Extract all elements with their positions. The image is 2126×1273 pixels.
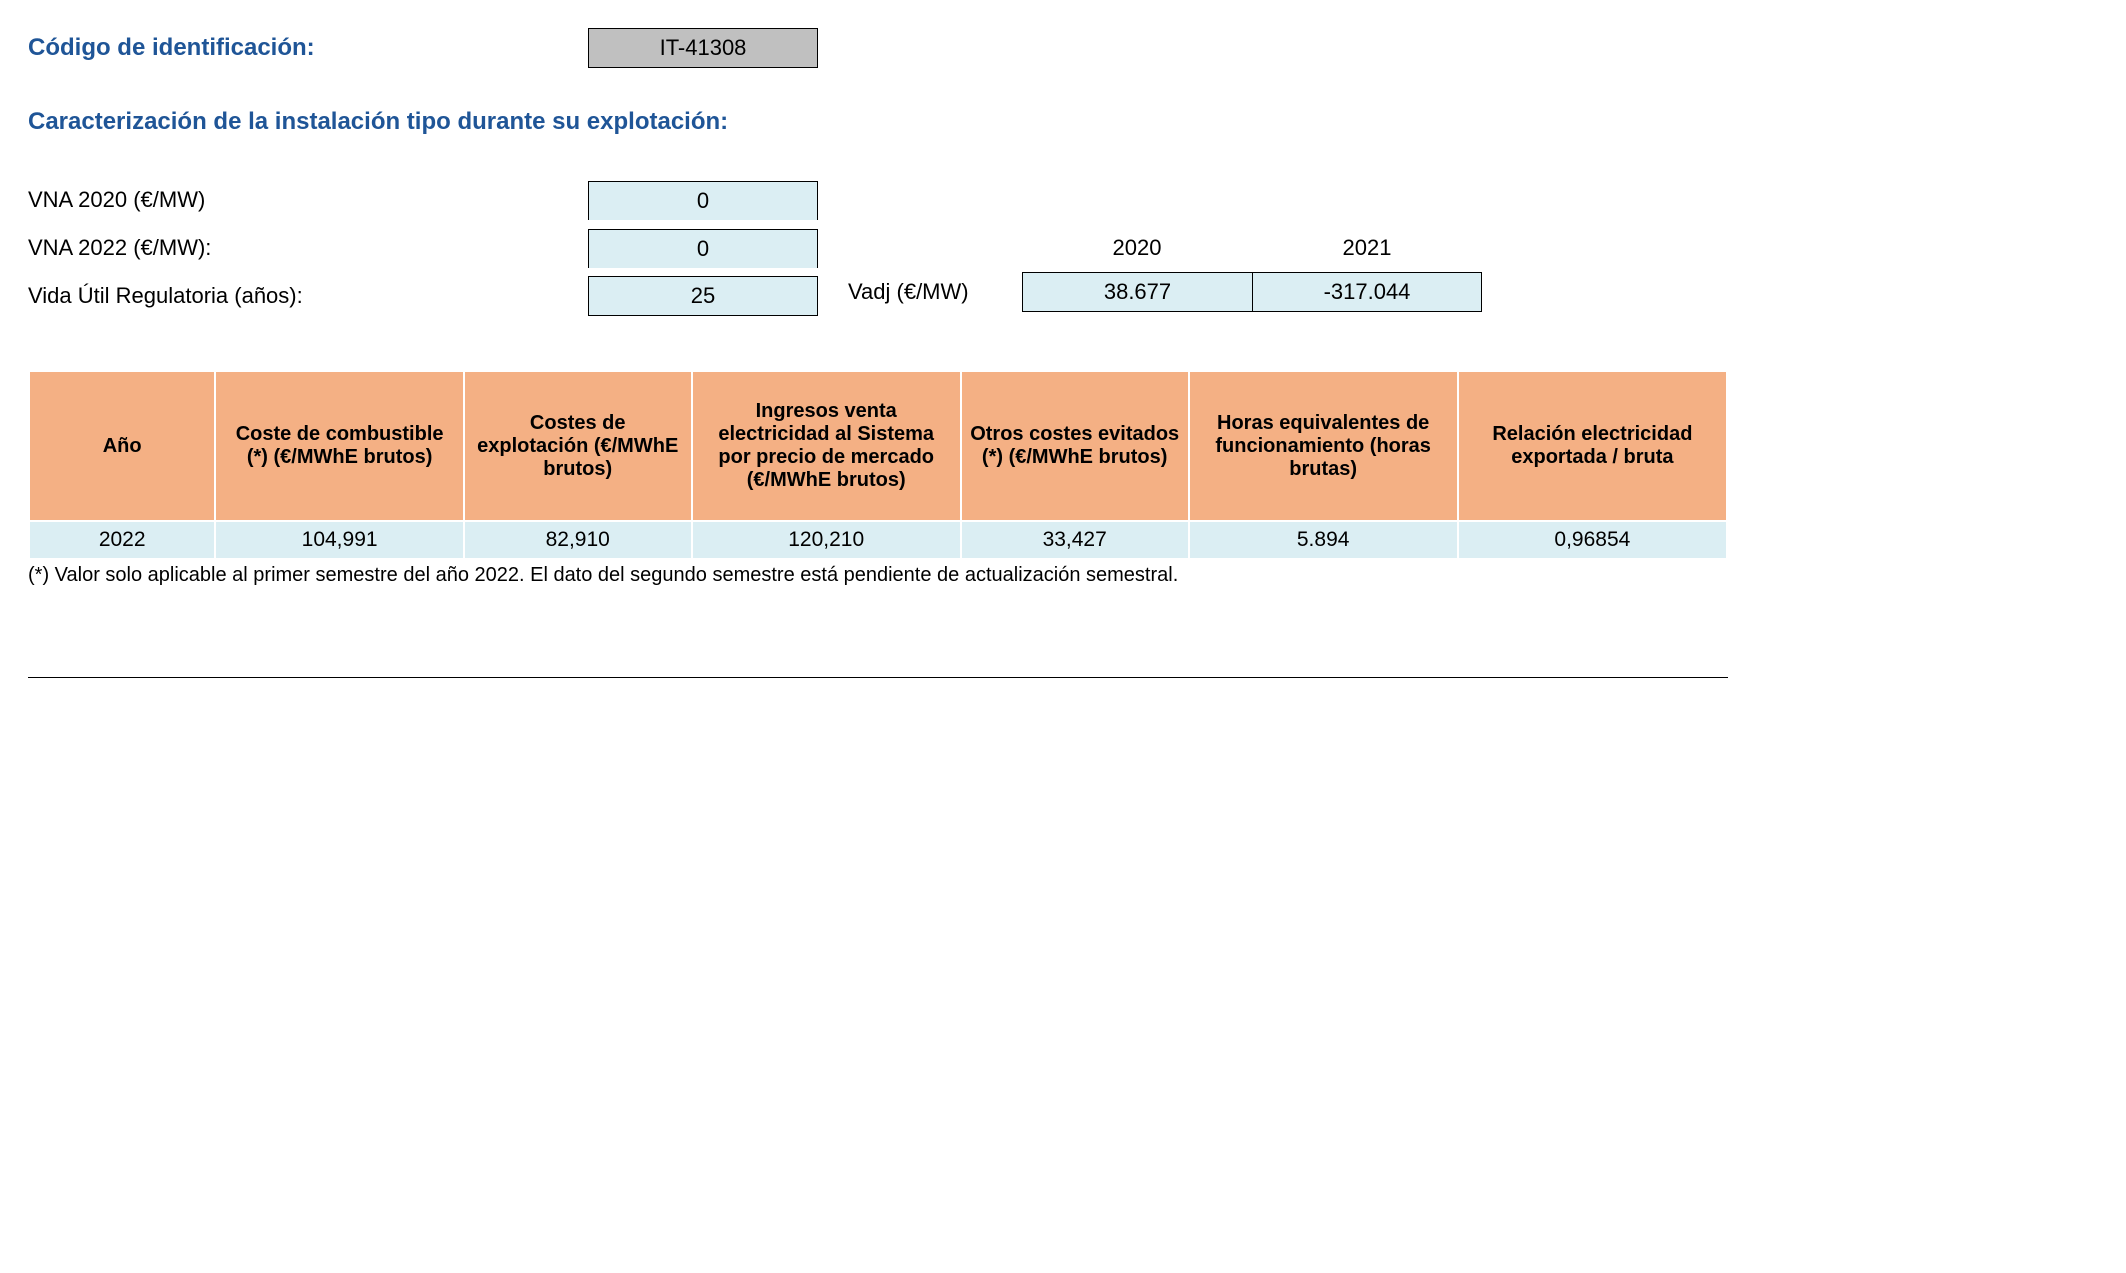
params-area: VNA 2020 (€/MW) 0 VNA 2022 (€/MW): 0 Vid… [28,176,2098,320]
th-2: Costes de explotación (€/MWhE brutos) [464,371,692,521]
th-5: Horas equivalentes de funcionamiento (ho… [1189,371,1458,521]
vna2020-row: VNA 2020 (€/MW) 0 [28,176,848,224]
id-label: Código de identificación: [28,34,588,62]
params-right: 2020 2021 Vadj (€/MW) 38.677 -317.044 [848,224,2098,312]
vadj-year-2: 2021 [1252,235,1482,261]
params-left: VNA 2020 (€/MW) 0 VNA 2022 (€/MW): 0 Vid… [28,176,848,320]
td-2: 82,910 [464,521,692,559]
td-4: 33,427 [961,521,1189,559]
td-5: 5.894 [1189,521,1458,559]
vida-row: Vida Útil Regulatoria (años): 25 [28,272,848,320]
main-table: Año Coste de combustible (*) (€/MWhE bru… [28,370,1728,560]
vadj-area: 2020 2021 Vadj (€/MW) 38.677 -317.044 [848,224,2098,312]
vadj-headers: 2020 2021 [848,224,2098,272]
th-3: Ingresos venta electricidad al Sistema p… [692,371,961,521]
th-1: Coste de combustible (*) (€/MWhE brutos) [215,371,463,521]
vadj-val-1: 38.677 [1022,272,1252,312]
vna2020-value: 0 [588,181,818,220]
vida-value: 25 [588,276,818,316]
th-6: Relación electricidad exportada / bruta [1458,371,1727,521]
th-4: Otros costes evitados (*) (€/MWhE brutos… [961,371,1189,521]
vadj-values: Vadj (€/MW) 38.677 -317.044 [848,272,2098,312]
td-1: 104,991 [215,521,463,559]
td-6: 0,96854 [1458,521,1727,559]
vna2022-value: 0 [588,229,818,268]
th-0: Año [29,371,215,521]
vna2020-label: VNA 2020 (€/MW) [28,187,588,213]
id-code-box: IT-41308 [588,28,818,68]
vadj-year-1: 2020 [1022,235,1252,261]
vna2022-label: VNA 2022 (€/MW): [28,235,588,261]
table-header-row: Año Coste de combustible (*) (€/MWhE bru… [29,371,1727,521]
vadj-label: Vadj (€/MW) [848,279,1022,305]
id-row: Código de identificación: IT-41308 [28,28,2098,68]
td-3: 120,210 [692,521,961,559]
vida-label: Vida Útil Regulatoria (años): [28,283,588,309]
vna2022-row: VNA 2022 (€/MW): 0 [28,224,848,272]
vadj-val-2: -317.044 [1252,272,1482,312]
footnote: (*) Valor solo aplicable al primer semes… [28,564,2098,587]
table-row: 2022 104,991 82,910 120,210 33,427 5.894… [29,521,1727,559]
divider [28,677,1728,678]
section-title: Caracterización de la instalación tipo d… [28,108,2098,136]
td-0: 2022 [29,521,215,559]
